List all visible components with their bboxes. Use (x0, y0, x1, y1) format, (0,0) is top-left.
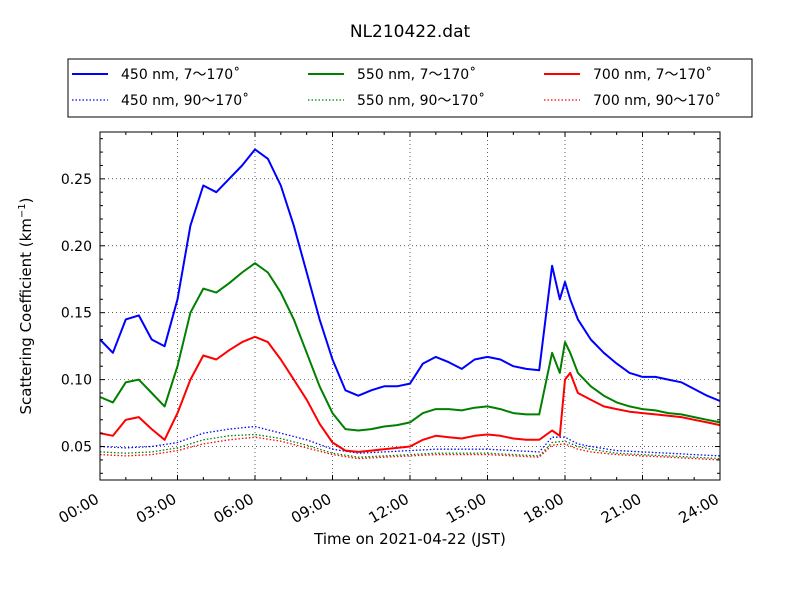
legend-label: 550 nm, 90～170˚ (357, 92, 485, 109)
ticks: 00:00 03:00 06:00 09:00 12:00 15:00 18:00 21:00… (56, 132, 722, 527)
x-tick-label: 09:00 (288, 490, 334, 527)
legend-label: 550 nm, 7～170˚ (357, 66, 476, 83)
series-line-550-nm-90-170 (99, 433, 721, 460)
y-axis-label: Scattering Coefficient (km−1) (17, 197, 35, 414)
y-tick-label: 0.15 (61, 306, 92, 322)
y-tick-label: 0.10 (61, 373, 92, 389)
x-tick-label: 06:00 (211, 490, 257, 527)
series-layer (99, 148, 721, 461)
legend-label: 450 nm, 90～170˚ (121, 92, 249, 109)
x-tick-label: 03:00 (133, 490, 179, 527)
y-axis-label-superscript: −1 (17, 203, 28, 218)
x-tick-label: 21:00 (598, 490, 644, 527)
series-line-550-nm-7-170 (99, 262, 721, 432)
x-tick-label: 24:00 (676, 490, 722, 527)
y-tick-label: 0.25 (61, 172, 92, 188)
legend-label: 450 nm, 7～170˚ (121, 66, 240, 83)
legend-label: 700 nm, 7～170˚ (593, 66, 712, 83)
x-tick-label: 15:00 (443, 490, 489, 527)
y-tick-label: 0.05 (61, 440, 92, 456)
series-line-700-nm-90-170 (99, 436, 721, 461)
y-axis-label-main: Scattering Coefficient (km (17, 218, 35, 414)
legend-label: 700 nm, 90～170˚ (593, 92, 721, 109)
y-axis-label-close: ) (17, 197, 35, 203)
x-tick-label: 18:00 (521, 490, 567, 527)
series-line-450-nm-90-170 (99, 425, 721, 457)
y-tick-label: 0.20 (61, 239, 92, 255)
legend: 450 nm, 7～170˚ 550 nm, 7～170˚ 700 nm, 7～17… (67, 58, 753, 118)
grid (100, 132, 720, 480)
x-tick-label: 12:00 (366, 490, 412, 527)
x-tick-label: 00:00 (56, 490, 102, 527)
legend-frame (67, 58, 753, 118)
chart-title: NL210422.dat (350, 22, 471, 42)
x-axis-label: Time on 2021-04-22 (JST) (313, 530, 506, 548)
series-line-700-nm-7-170 (99, 335, 721, 453)
series-line-450-nm-7-170 (99, 148, 721, 402)
